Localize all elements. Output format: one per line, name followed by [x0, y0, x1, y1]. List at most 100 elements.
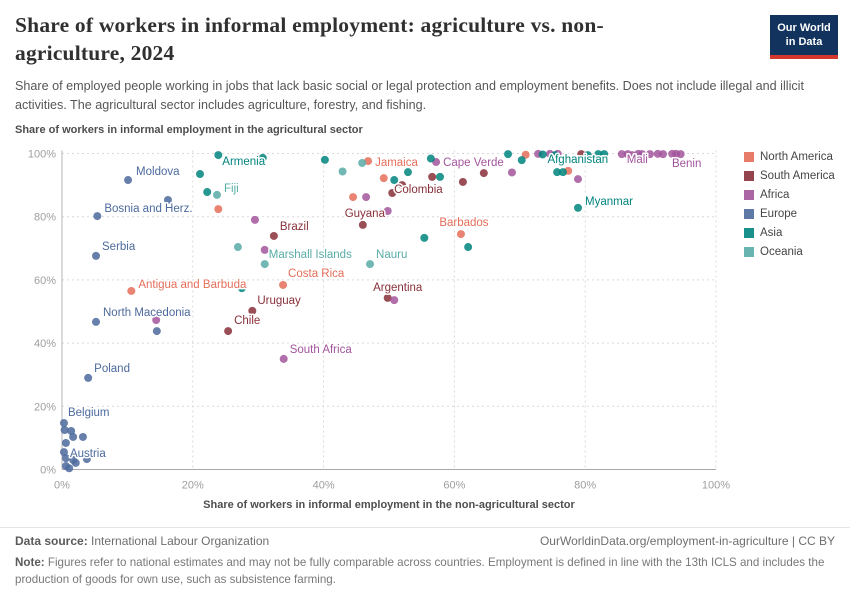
- data-point-antigua-and-barbuda[interactable]: [127, 286, 136, 295]
- data-point[interactable]: [659, 150, 668, 159]
- data-point[interactable]: [195, 170, 204, 179]
- data-point[interactable]: [388, 189, 397, 197]
- data-point[interactable]: [538, 150, 547, 159]
- owid-logo-line1: Our World: [777, 22, 831, 34]
- data-point-belgium[interactable]: [59, 419, 68, 428]
- data-point-barbados[interactable]: [456, 230, 465, 239]
- point-label-uruguay: Uruguay: [257, 295, 301, 307]
- data-point-moldova[interactable]: [124, 176, 133, 185]
- legend-swatch-icon: [744, 189, 754, 200]
- data-point[interactable]: [558, 168, 567, 177]
- data-point[interactable]: [517, 156, 526, 165]
- data-point-north-macedonia[interactable]: [92, 317, 101, 326]
- data-point[interactable]: [551, 151, 560, 160]
- data-point[interactable]: [672, 149, 681, 158]
- data-point[interactable]: [203, 188, 212, 197]
- data-point[interactable]: [233, 243, 242, 252]
- data-point[interactable]: [428, 172, 437, 181]
- data-point[interactable]: [163, 195, 172, 204]
- data-point[interactable]: [390, 176, 399, 185]
- data-point[interactable]: [338, 167, 347, 176]
- data-point[interactable]: [600, 150, 609, 159]
- data-point[interactable]: [383, 207, 392, 216]
- data-point-colombia[interactable]: [398, 181, 407, 190]
- data-point-guyana[interactable]: [358, 220, 367, 229]
- data-point-bosnia-and-herz-[interactable]: [93, 212, 102, 221]
- data-point[interactable]: [320, 155, 329, 164]
- data-point[interactable]: [574, 175, 583, 184]
- legend-item-oceania[interactable]: Oceania: [744, 242, 835, 261]
- data-point[interactable]: [60, 426, 69, 434]
- data-point[interactable]: [479, 169, 488, 178]
- data-point-afghanistan[interactable]: [583, 151, 592, 160]
- data-point[interactable]: [214, 205, 223, 214]
- data-source-label: Data source:: [15, 534, 88, 548]
- data-point[interactable]: [507, 168, 516, 177]
- note-text: Figures refer to national estimates and …: [15, 556, 825, 586]
- data-point[interactable]: [258, 153, 267, 162]
- data-point-argentina[interactable]: [383, 293, 392, 302]
- data-point[interactable]: [152, 316, 161, 325]
- data-point-serbia[interactable]: [92, 251, 101, 260]
- data-point[interactable]: [61, 438, 70, 447]
- legend-item-north-america[interactable]: North America: [744, 147, 835, 166]
- data-point[interactable]: [65, 464, 74, 473]
- point-label-myanmar: Myanmar: [585, 196, 633, 208]
- data-point[interactable]: [504, 150, 513, 159]
- legend: North America South America Africa Europe As…: [744, 147, 835, 261]
- data-point-brazil[interactable]: [269, 231, 278, 240]
- data-point[interactable]: [61, 454, 70, 463]
- data-point[interactable]: [638, 150, 647, 159]
- data-point[interactable]: [623, 150, 632, 159]
- data-point-nauru[interactable]: [366, 260, 375, 269]
- point-label-marshall-islands: Marshall Islands: [269, 249, 352, 261]
- data-point[interactable]: [464, 243, 473, 252]
- legend-label: Oceania: [760, 245, 803, 258]
- data-point[interactable]: [349, 193, 358, 202]
- data-point[interactable]: [362, 193, 371, 202]
- data-point-fiji[interactable]: [212, 190, 221, 199]
- data-point[interactable]: [358, 158, 367, 167]
- data-point[interactable]: [645, 150, 654, 159]
- y-tick-label: 60%: [34, 275, 56, 287]
- data-point[interactable]: [617, 150, 626, 159]
- point-label-brazil: Brazil: [280, 221, 309, 233]
- data-point-poland[interactable]: [84, 373, 93, 382]
- owid-link[interactable]: OurWorldinData.org/employment-in-agricul…: [539, 534, 789, 548]
- data-point[interactable]: [594, 150, 603, 159]
- data-point[interactable]: [436, 172, 445, 181]
- data-point[interactable]: [390, 296, 399, 305]
- data-point[interactable]: [71, 458, 80, 467]
- data-point[interactable]: [78, 432, 87, 441]
- data-point[interactable]: [82, 455, 91, 464]
- data-point[interactable]: [250, 215, 259, 224]
- data-point-costa-rica[interactable]: [279, 280, 288, 289]
- data-point-chile[interactable]: [224, 327, 233, 336]
- legend-item-asia[interactable]: Asia: [744, 223, 835, 242]
- legend-item-europe[interactable]: Europe: [744, 204, 835, 223]
- data-point[interactable]: [260, 245, 269, 254]
- data-point[interactable]: [69, 432, 78, 441]
- data-point[interactable]: [420, 233, 429, 242]
- legend-item-africa[interactable]: Africa: [744, 185, 835, 204]
- data-point[interactable]: [67, 426, 76, 435]
- data-point[interactable]: [553, 168, 562, 177]
- data-point[interactable]: [426, 154, 435, 163]
- data-point[interactable]: [577, 150, 586, 159]
- data-point[interactable]: [403, 168, 412, 177]
- data-point[interactable]: [458, 177, 467, 186]
- data-point-myanmar[interactable]: [574, 203, 583, 212]
- data-point-uruguay[interactable]: [248, 306, 257, 315]
- data-point[interactable]: [152, 327, 161, 336]
- data-point-armenia[interactable]: [214, 151, 223, 160]
- data-point-marshall-islands[interactable]: [260, 260, 269, 269]
- footer-credits: OurWorldinData.org/employment-in-agricul…: [540, 534, 835, 548]
- legend-item-south-america[interactable]: South America: [744, 166, 835, 185]
- data-point[interactable]: [237, 284, 246, 293]
- legend-swatch-icon: [744, 246, 754, 257]
- data-point[interactable]: [379, 174, 388, 183]
- footer-source-row: Data source: International Labour Organi…: [15, 534, 835, 548]
- data-point-south-africa[interactable]: [279, 354, 288, 363]
- data-point-austria[interactable]: [59, 448, 68, 457]
